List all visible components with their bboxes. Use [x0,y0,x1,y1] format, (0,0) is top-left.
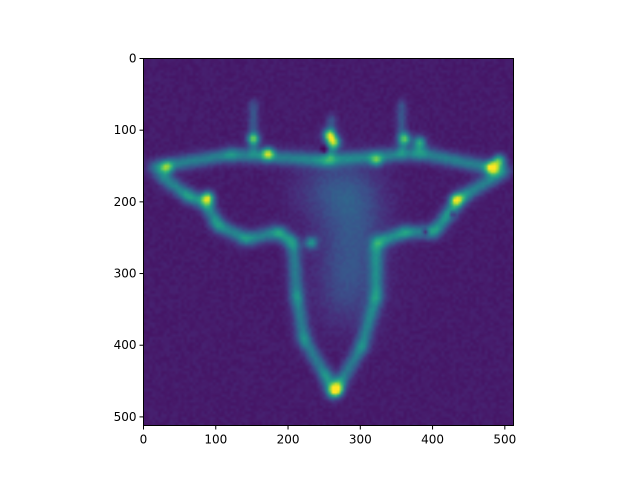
heatmap-image [143,58,514,426]
y-axis-ticks: 0 100 200 300 400 500 [114,52,144,424]
x-tick-label: 300 [349,433,372,447]
y-tick-label: 300 [114,267,137,281]
y-tick-label: 400 [114,338,137,352]
x-tick-label: 500 [493,433,516,447]
x-tick-label: 200 [277,433,300,447]
x-tick-label: 400 [421,433,444,447]
y-tick-label: 200 [114,195,137,209]
y-tick-label: 0 [129,52,137,66]
y-tick-label: 100 [114,123,137,137]
x-axis-ticks: 0 100 200 300 400 500 [140,425,516,447]
image-area [143,58,514,426]
x-tick-label: 100 [204,433,227,447]
x-tick-label: 0 [140,433,148,447]
y-tick-label: 500 [114,410,137,424]
plot-frame [143,58,514,426]
